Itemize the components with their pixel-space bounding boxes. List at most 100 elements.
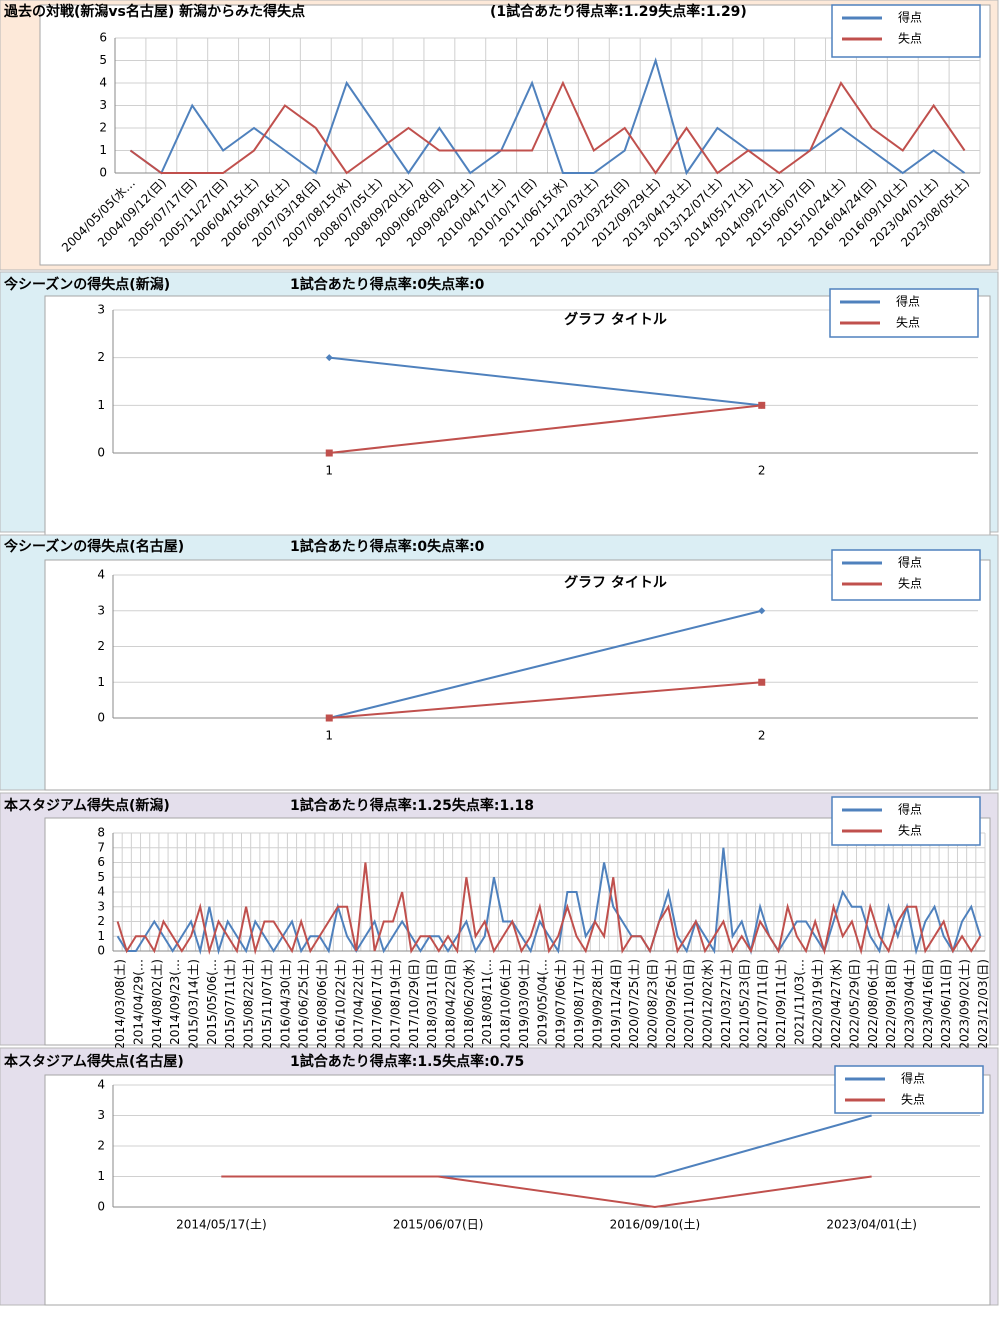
x-tick-label: 2023/04/16(日) <box>921 959 935 1050</box>
y-tick-label: 2 <box>97 350 105 364</box>
series-line <box>329 681 762 719</box>
x-tick-label: 2015/07/11(土) <box>223 959 237 1050</box>
x-tick-label: 2022/03/19(土) <box>811 959 825 1050</box>
x-tick-label: 2017/10/29(日) <box>407 959 421 1050</box>
legend-label: 失点 <box>898 576 922 591</box>
x-tick-label: 2014/04/29(… <box>131 959 145 1045</box>
series-line <box>329 609 762 719</box>
x-tick-label: 2023/04/01(土) <box>826 1218 917 1232</box>
x-tick-label: 2021/07/11(日) <box>756 959 770 1050</box>
y-tick-label: 0 <box>97 711 105 725</box>
y-tick-label: 5 <box>99 53 107 67</box>
y-tick-label: 6 <box>97 855 105 869</box>
y-tick-label: 3 <box>97 603 105 617</box>
y-tick-label: 8 <box>97 826 105 840</box>
x-tick-label: 2018/06/20(水) <box>462 959 476 1050</box>
series-line <box>221 1175 872 1209</box>
x-tick-label: 2020/12/02(水) <box>701 959 715 1050</box>
plot-title: グラフ タイトル <box>564 574 667 591</box>
y-tick-label: 4 <box>97 885 105 899</box>
x-tick-label: 2015/06/07(日) <box>393 1218 484 1232</box>
section-title: 今シーズンの得失点(新潟) <box>3 276 170 293</box>
x-tick-label: 1 <box>325 464 333 478</box>
legend-label: 得点 <box>901 1071 925 1086</box>
x-tick-label: 2016/06/25(土) <box>297 959 311 1050</box>
x-tick-label: 2015/03/14(土) <box>187 959 201 1050</box>
series-line <box>129 57 966 176</box>
plot-title: グラフ タイトル <box>564 311 667 328</box>
x-tick-label: 2022/08/06(土) <box>866 959 880 1050</box>
legend-box <box>831 549 981 601</box>
x-tick-label: 2014/08/02(土) <box>150 959 164 1050</box>
series-line <box>129 80 966 175</box>
x-tick-label: 2023/09/02(土) <box>958 959 972 1050</box>
section-title: 過去の対戦(新潟vs名古屋) 新潟からみた得失点 <box>3 3 305 20</box>
x-tick-label: 2014/09/23(… <box>168 959 182 1045</box>
y-tick-label: 3 <box>97 899 105 913</box>
y-tick-label: 4 <box>99 76 107 90</box>
x-tick-label: 2021/11/03(… <box>792 959 806 1045</box>
section-title: 本スタジアム得失点(名古屋) <box>4 1053 184 1070</box>
y-tick-label: 1 <box>97 1169 105 1183</box>
x-tick-label: 2019/08/17(土) <box>572 959 586 1050</box>
x-tick-label: 2019/05/04(… <box>535 959 549 1045</box>
y-tick-label: 3 <box>97 303 105 317</box>
point-marker <box>325 354 333 362</box>
section-title: 今シーズンの得失点(名古屋) <box>3 538 184 555</box>
legend-label: 得点 <box>896 294 920 309</box>
y-tick-label: 0 <box>99 166 107 180</box>
y-tick-label: 6 <box>99 31 107 45</box>
x-tick-label: 2020/09/26(土) <box>664 959 678 1050</box>
x-tick-label: 2014/03/08(土) <box>113 959 127 1050</box>
x-tick-label: 2023/06/11(日) <box>939 959 953 1050</box>
point-marker <box>758 401 766 409</box>
x-tick-label: 2021/03/27(土) <box>719 959 733 1050</box>
series-line <box>329 356 762 407</box>
x-tick-label: 2015/11/07(土) <box>260 959 274 1050</box>
x-tick-label: 2022/09/18(日) <box>884 959 898 1050</box>
x-tick-label: 2 <box>758 464 766 478</box>
x-tick-label: 2019/07/06(土) <box>554 959 568 1050</box>
x-tick-label: 2020/11/01(日) <box>682 959 696 1050</box>
x-tick-label: 2021/05/23(日) <box>737 959 751 1050</box>
y-tick-label: 1 <box>99 143 107 157</box>
x-tick-label: 2017/04/22(土) <box>352 959 366 1050</box>
x-tick-label: 2015/08/22(土) <box>242 959 256 1050</box>
point-marker <box>758 678 766 686</box>
x-tick-label: 2019/11/24(日) <box>609 959 623 1050</box>
x-tick-label: 2021/09/11(土) <box>774 959 788 1050</box>
point-marker <box>758 607 766 615</box>
x-tick-label: 2016/09/10(土) <box>610 1218 701 1232</box>
legend-box <box>834 1065 984 1114</box>
legend-box <box>829 288 979 338</box>
point-marker <box>325 449 333 457</box>
legend-label: 失点 <box>898 31 922 46</box>
x-tick-label: 2015/05/06(… <box>205 959 219 1045</box>
x-tick-label: 2022/05/29(日) <box>847 959 861 1050</box>
y-tick-label: 4 <box>97 568 105 582</box>
section-subtitle: 1試合あたり得点率:0失点率:0 <box>290 538 485 555</box>
x-tick-label: 2022/04/27(水) <box>829 959 843 1050</box>
section-subtitle: 1試合あたり得点率:1.5失点率:0.75 <box>290 1053 524 1070</box>
x-tick-label: 2020/08/23(日) <box>645 959 659 1050</box>
y-tick-label: 1 <box>97 398 105 412</box>
y-tick-label: 2 <box>97 1139 105 1153</box>
x-tick-label: 2023/12/03(日) <box>976 959 990 1050</box>
y-tick-label: 0 <box>97 1200 105 1214</box>
x-tick-label: 2017/06/17(土) <box>370 959 384 1050</box>
x-tick-label: 1 <box>325 729 333 743</box>
x-tick-label: 2016/10/22(土) <box>333 959 347 1050</box>
x-tick-label: 2017/08/19(土) <box>388 959 402 1050</box>
x-tick-label: 2 <box>758 729 766 743</box>
x-tick-label: 2019/09/28(土) <box>590 959 604 1050</box>
chart-area <box>44 1074 991 1306</box>
legend-label: 失点 <box>896 315 920 330</box>
section-title: 本スタジアム得失点(新潟) <box>4 797 170 814</box>
x-tick-label: 2020/07/25(土) <box>627 959 641 1050</box>
x-tick-label: 2023/03/04(土) <box>902 959 916 1050</box>
series-line <box>329 404 762 454</box>
x-tick-label: 2014/05/17(土) <box>176 1218 267 1232</box>
x-tick-label: 2018/08/11(… <box>480 959 494 1045</box>
